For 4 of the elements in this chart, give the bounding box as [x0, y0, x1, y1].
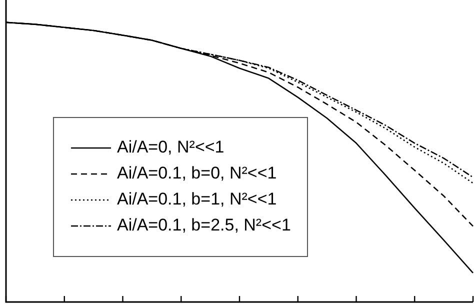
legend-label: Ai/A=0.1, b=0, N²<<1	[117, 164, 277, 183]
legend-label: Ai/A=0.1, b=1, N²<<1	[117, 190, 277, 209]
legend-label: Ai/A=0.1, b=2.5, N²<<1	[117, 216, 291, 235]
legend-label: Ai/A=0, N²<<1	[117, 138, 224, 157]
